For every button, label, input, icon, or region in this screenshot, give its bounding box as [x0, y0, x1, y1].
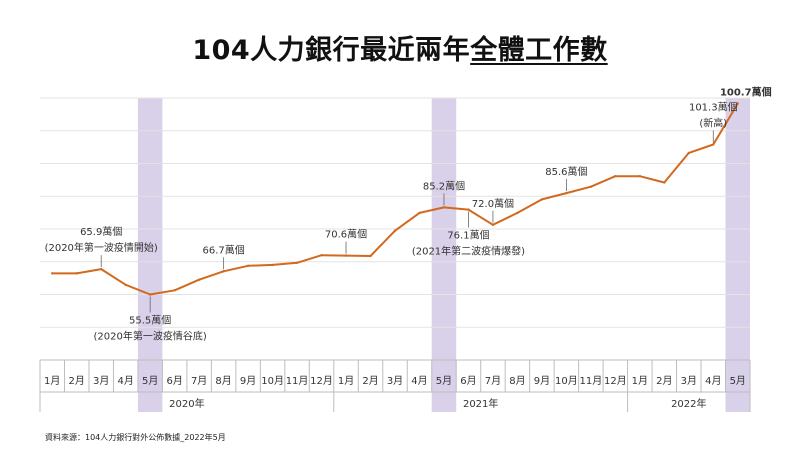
data-point [393, 229, 397, 232]
annotation-note: (2020年第一波疫情谷底) [94, 330, 207, 343]
x-tick-label: 3月 [93, 375, 109, 387]
data-point [663, 181, 666, 184]
data-point [565, 191, 568, 195]
data-point [687, 151, 690, 155]
data-point [344, 254, 348, 257]
x-tick-label: 12月 [604, 375, 627, 387]
data-point [197, 278, 201, 281]
x-tick-label: 5月 [142, 375, 158, 387]
annotation: 72.0萬個 [472, 197, 514, 223]
data-point [589, 185, 593, 188]
x-tick-label: 3月 [681, 375, 697, 387]
x-tick-label: 4月 [705, 375, 721, 387]
data-point [148, 293, 152, 296]
data-label: 72.0萬個 [472, 197, 514, 210]
data-point [246, 264, 250, 267]
annotation: 85.6萬個 [545, 165, 588, 192]
x-tick-label: 10月 [555, 375, 578, 387]
x-tick-label: 4月 [411, 375, 427, 387]
data-point [467, 208, 470, 211]
annotation: 101.3萬個 (新高) [689, 100, 738, 143]
x-tick-label: 6月 [166, 375, 182, 387]
annotation: 85.2萬個 [423, 179, 465, 206]
chart-title: 104人力銀行最近兩年全體工作數 [0, 28, 800, 67]
x-tick-label: 11月 [579, 375, 602, 387]
data-point [638, 174, 642, 178]
data-point [369, 254, 372, 258]
data-label: 101.3萬個 [689, 100, 738, 113]
data-point [516, 211, 519, 215]
data-point [271, 263, 274, 267]
data-point [736, 102, 739, 105]
highlight-band [725, 98, 750, 412]
data-label: 100.7萬個 [720, 85, 772, 98]
source-note: 資料來源：104人力銀行對外公佈數據_2022年5月 [45, 433, 226, 442]
data-point [100, 267, 103, 271]
x-tick-label: 4月 [118, 375, 134, 387]
data-point [320, 254, 323, 257]
x-tick-label: 2月 [69, 375, 85, 387]
year-label: 2020年 [169, 397, 204, 410]
data-point [51, 272, 54, 275]
annotation: 55.5萬個 (2020年第一波疫情谷底) [94, 296, 207, 343]
data-point [173, 289, 176, 292]
data-label: 76.1萬個 [447, 229, 489, 242]
data-point [222, 270, 225, 273]
x-tick-label: 6月 [460, 375, 476, 387]
x-tick-label: 7月 [191, 375, 207, 387]
x-tick-label: 8月 [215, 375, 231, 387]
chart-title-underlined: 全體工作數 [470, 35, 608, 66]
chart-title-main: 104人力銀行最近兩年 [192, 35, 471, 66]
data-label: 66.7萬個 [202, 243, 244, 256]
x-tick-label: 1月 [338, 375, 354, 387]
data-point [418, 211, 421, 215]
x-tick-label: 8月 [509, 375, 525, 387]
data-point [614, 174, 617, 178]
year-label: 2021年 [463, 397, 498, 410]
annotation-note: (新高) [699, 116, 727, 129]
x-tick-label: 12月 [310, 375, 333, 387]
data-point [540, 198, 544, 201]
x-tick-label: 10月 [261, 375, 284, 387]
data-point [124, 283, 127, 286]
data-label: 85.6萬個 [545, 165, 587, 178]
year-label: 2022年 [671, 397, 706, 410]
x-tick-label: 2月 [362, 375, 378, 387]
x-tick-label: 3月 [387, 375, 403, 387]
data-label: 70.6萬個 [325, 228, 367, 241]
annotation: 66.7萬個 [202, 243, 245, 270]
x-tick-label: 7月 [485, 375, 501, 387]
data-label: 65.9萬個 [80, 225, 122, 238]
annotation: 70.6萬個 [325, 228, 367, 254]
data-label: 85.2萬個 [423, 179, 465, 192]
data-label: 55.5萬個 [129, 314, 171, 327]
x-tick-label: 5月 [730, 375, 746, 387]
data-point [712, 143, 715, 146]
data-point [295, 261, 299, 265]
x-tick-label: 1月 [44, 375, 60, 387]
x-tick-label: 1月 [632, 375, 648, 387]
annotation: 65.9萬個 (2020年第一波疫情開始) [45, 225, 158, 268]
annotation: 76.1萬個 (2021年第二波疫情爆發) [412, 211, 525, 258]
x-tick-label: 9月 [534, 375, 550, 387]
x-tick-label: 5月 [436, 375, 452, 387]
data-point [442, 206, 446, 209]
annotation-note: (2021年第二波疫情爆發) [412, 245, 525, 258]
x-tick-label: 9月 [240, 375, 256, 387]
x-tick-label: 11月 [286, 375, 309, 387]
highlight-band [137, 98, 163, 412]
annotation-note: (2020年第一波疫情開始) [45, 241, 158, 254]
data-point [491, 223, 495, 226]
data-point [75, 272, 78, 275]
annotation: 100.7萬個 [720, 85, 772, 98]
x-tick-label: 2月 [656, 375, 672, 387]
